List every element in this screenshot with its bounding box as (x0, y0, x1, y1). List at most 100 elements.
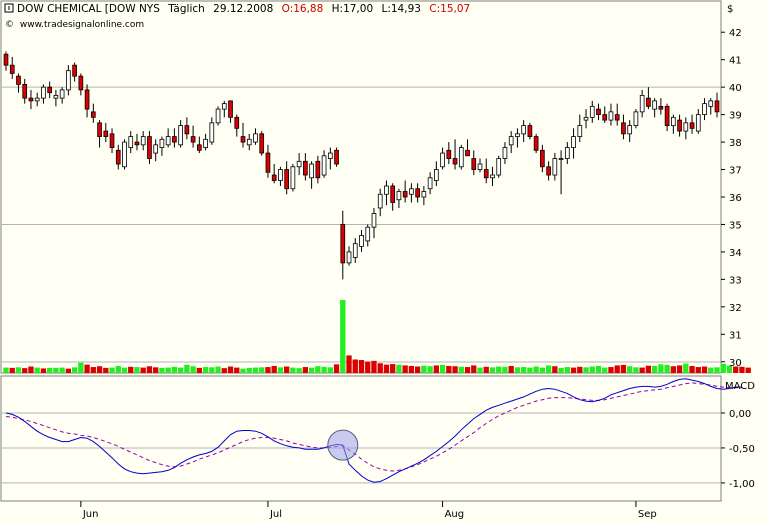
candle-body (508, 136, 514, 146)
candle-body (409, 188, 414, 195)
volume-bar (209, 367, 215, 373)
volume-bar (464, 367, 471, 373)
candle-body (240, 136, 246, 143)
volume-bar (620, 364, 627, 373)
volume-bar (84, 364, 90, 373)
candle-body (209, 122, 215, 143)
volume-bar (514, 367, 521, 373)
candle-body (122, 141, 127, 168)
candle-body (290, 166, 296, 190)
highlight-circle (327, 429, 359, 461)
candle-body (221, 103, 227, 110)
candle-body (384, 185, 389, 195)
candle-body (646, 97, 651, 107)
candle-body (415, 188, 420, 198)
candle-body (115, 149, 121, 165)
candle-body (602, 114, 608, 121)
volume-bar (321, 366, 327, 373)
volume-bar (745, 367, 751, 373)
signal-line (5, 382, 742, 472)
candle-body (3, 53, 9, 66)
candle-body (22, 84, 28, 99)
volume-bar (221, 368, 227, 373)
volume-bar (446, 365, 452, 373)
volume-bar (477, 367, 483, 373)
open-value: O:16,88 (282, 3, 324, 15)
volume-bar (252, 367, 259, 373)
candle-body (159, 138, 165, 148)
candle-body (577, 125, 583, 137)
date-tick-label: Sep (638, 509, 657, 520)
price-axis: 42 41 40 39 38 37 36 35 34 33 32 31 30 (721, 28, 742, 369)
volume-bar (22, 368, 28, 373)
price-panel[interactable]: 42 41 40 39 38 37 36 35 34 33 32 31 30 $ (0, 0, 751, 374)
candle-body (197, 144, 202, 151)
candle-body (627, 125, 633, 135)
price-tick-label: 34 (729, 248, 742, 259)
volume-bar (140, 367, 146, 373)
volume-bar (639, 367, 645, 373)
volume-bar (627, 366, 633, 373)
volume-bar (577, 366, 583, 373)
volume-bar (377, 363, 383, 373)
volume-bar (701, 366, 708, 373)
volume-bar (402, 365, 408, 373)
candle-body (246, 138, 252, 146)
volume-bar (109, 367, 115, 373)
candle-body (284, 169, 289, 190)
candle-body (564, 147, 570, 159)
volume-bar (552, 366, 558, 373)
volume-bar (53, 367, 59, 373)
volume-bar (471, 365, 477, 373)
macd-panel[interactable]: 0,00 -0,50 -1,00 MACD (0, 375, 755, 502)
candle-body (327, 152, 333, 159)
candle-body (134, 141, 140, 146)
volume-bar (633, 367, 639, 373)
candle-body (458, 147, 464, 168)
volume-bar (408, 365, 415, 373)
price-tick-label: 42 (729, 28, 742, 39)
volume-bar (683, 363, 689, 373)
volume-bar (414, 366, 421, 373)
candle-body (377, 193, 383, 209)
candle-body (165, 136, 171, 146)
volume-bar (564, 367, 570, 373)
candle-body (315, 160, 321, 179)
volume-bar (545, 365, 552, 373)
volume-bar (427, 366, 433, 373)
volume-bar (608, 367, 614, 373)
volume-bar (602, 367, 608, 373)
volume-bar (159, 367, 165, 373)
candle-body (47, 86, 52, 94)
volume-bar (670, 366, 676, 373)
volume-bar (340, 300, 346, 373)
volume-bar (146, 366, 153, 373)
candle-body (683, 122, 689, 132)
candle-body (352, 243, 358, 258)
candle-body (614, 114, 620, 121)
candle-body (639, 94, 645, 113)
macd-label: MACD (725, 381, 755, 392)
volume-bar (215, 366, 221, 373)
volume-bar (383, 364, 390, 373)
candle-body (496, 158, 502, 176)
candle-body (203, 138, 208, 148)
volume-bar (733, 366, 739, 373)
volume-bar (433, 365, 439, 373)
candle-body (303, 160, 308, 176)
price-tick-label: 32 (729, 303, 742, 314)
candle-body (365, 226, 371, 242)
volume-bar (171, 366, 178, 373)
candle-body (97, 122, 102, 137)
volume-bar (521, 367, 527, 373)
candle-body (147, 136, 152, 159)
candle-body (664, 105, 670, 126)
volume-bar (695, 367, 701, 373)
candle-body (259, 133, 265, 154)
candle-body (671, 116, 676, 126)
candle-body (402, 191, 408, 198)
volume-bar (121, 367, 128, 373)
macd-axis: 0,00 -0,50 -1,00 (721, 409, 755, 490)
volume-bar (371, 360, 377, 373)
